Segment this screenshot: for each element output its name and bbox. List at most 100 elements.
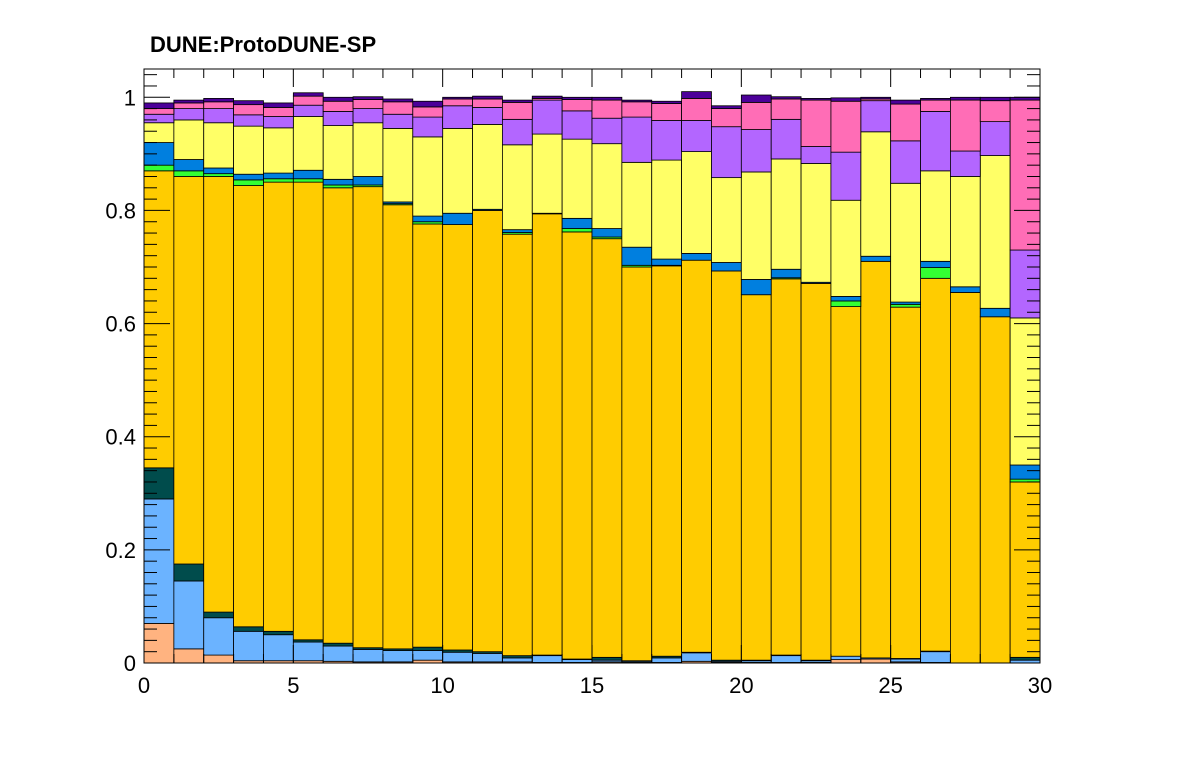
bar-series-10-bin-13 xyxy=(531,95,563,99)
bar-series-7-bin-8 xyxy=(382,127,414,203)
bar-series-8-bin-8 xyxy=(382,113,414,129)
bar-series-10-bin-28 xyxy=(979,96,1011,102)
bar-series-4-bin-10 xyxy=(442,224,473,651)
bar-series-2-bin-13 xyxy=(531,655,563,663)
bar-series-7-bin-15 xyxy=(591,143,623,229)
bar-series-5-bin-3 xyxy=(233,179,264,186)
bar-series-2-bin-2 xyxy=(203,617,235,656)
bar-series-7-bin-28 xyxy=(979,155,1011,309)
bar-series-2-bin-10 xyxy=(442,651,473,663)
bar-series-9-bin-27 xyxy=(950,99,981,152)
bar-series-8-bin-6 xyxy=(322,111,354,126)
bar-series-7-bin-23 xyxy=(830,199,862,297)
bar-series-4-bin-24 xyxy=(860,260,892,659)
bar-series-4-bin-17 xyxy=(651,265,683,657)
bar-series-2-bin-12 xyxy=(501,657,533,663)
bar-series-7-bin-27 xyxy=(950,176,981,288)
bar-series-7-bin-10 xyxy=(442,127,473,214)
histogram-bins xyxy=(143,91,1041,664)
bar-series-9-bin-22 xyxy=(800,99,832,147)
bar-series-2-bin-21 xyxy=(770,655,802,663)
bar-series-7-bin-24 xyxy=(860,131,892,257)
bar-series-8-bin-27 xyxy=(950,150,981,177)
bar-series-9-bin-20 xyxy=(740,101,772,130)
bar-series-6-bin-20 xyxy=(740,279,772,296)
bar-series-6-bin-24 xyxy=(860,255,892,262)
bar-series-7-bin-7 xyxy=(352,122,384,177)
bar-series-7-bin-1 xyxy=(173,119,205,160)
bar-series-4-bin-0 xyxy=(143,170,175,469)
axis-ticks xyxy=(143,69,1041,664)
bar-series-9-bin-0 xyxy=(143,108,175,115)
bar-series-4-bin-28 xyxy=(979,316,1011,664)
bar-series-8-bin-19 xyxy=(711,126,742,179)
bar-series-4-bin-29 xyxy=(1009,481,1041,658)
bar-series-6-bin-6 xyxy=(322,178,354,186)
bar-series-9-bin-1 xyxy=(173,102,205,109)
bar-series-3-bin-4 xyxy=(263,630,294,636)
bar-series-3-bin-3 xyxy=(233,626,264,632)
bar-series-6-bin-16 xyxy=(621,246,653,266)
bar-series-9-bin-5 xyxy=(292,95,324,106)
bar-series-10-bin-18 xyxy=(681,91,712,99)
bar-series-10-bin-10 xyxy=(442,96,473,100)
bar-series-7-bin-12 xyxy=(501,144,533,231)
bar-series-7-bin-3 xyxy=(233,125,264,175)
bar-series-6-bin-3 xyxy=(233,173,264,181)
bar-series-7-bin-26 xyxy=(920,170,951,262)
bar-series-3-bin-29 xyxy=(1009,656,1041,661)
bar-series-2-bin-11 xyxy=(472,652,503,663)
y-tick-label: 0 xyxy=(124,651,136,676)
bar-series-6-bin-1 xyxy=(173,159,205,172)
bar-series-8-bin-24 xyxy=(860,100,892,133)
bar-series-4-bin-26 xyxy=(920,277,951,652)
bar-series-6-bin-10 xyxy=(442,212,473,225)
bar-series-6-bin-5 xyxy=(292,169,324,180)
bar-series-6-bin-28 xyxy=(979,307,1011,318)
bar-series-8-bin-3 xyxy=(233,114,264,127)
bar-series-2-bin-17 xyxy=(651,657,683,663)
bar-series-5-bin-0 xyxy=(143,164,175,172)
bar-series-4-bin-20 xyxy=(740,294,772,661)
bar-series-4-bin-23 xyxy=(830,306,862,657)
bar-series-6-bin-21 xyxy=(770,268,802,279)
bar-series-9-bin-25 xyxy=(890,103,921,142)
bar-series-8-bin-7 xyxy=(352,108,384,124)
bar-series-2-bin-26 xyxy=(920,651,951,663)
bar-series-8-bin-9 xyxy=(412,116,444,138)
x-tick-label: 15 xyxy=(580,673,604,698)
bar-series-8-bin-22 xyxy=(800,146,832,164)
bar-series-6-bin-23 xyxy=(830,296,862,302)
bar-series-8-bin-15 xyxy=(591,117,623,145)
bar-series-2-bin-6 xyxy=(322,645,354,662)
bar-series-4-bin-9 xyxy=(412,223,444,648)
bar-series-1-bin-24 xyxy=(860,658,892,664)
y-tick-label: 1 xyxy=(124,85,136,110)
bar-series-10-bin-7 xyxy=(352,96,384,100)
bar-series-2-bin-23 xyxy=(830,655,862,661)
bar-series-4-bin-19 xyxy=(711,270,742,661)
bar-series-9-bin-11 xyxy=(472,98,503,108)
bar-series-7-bin-13 xyxy=(531,133,563,214)
bar-series-10-bin-26 xyxy=(920,98,951,101)
y-tick-label: 0.2 xyxy=(105,538,136,563)
bar-series-4-bin-4 xyxy=(263,181,294,632)
bar-series-7-bin-2 xyxy=(203,122,235,169)
series-10 xyxy=(143,91,1041,110)
bar-series-4-bin-22 xyxy=(800,283,832,661)
bar-series-9-bin-17 xyxy=(651,103,683,121)
x-tick-label: 0 xyxy=(138,673,150,698)
bar-series-3-bin-9 xyxy=(412,646,444,651)
bar-series-9-bin-12 xyxy=(501,101,533,120)
bar-series-7-bin-0 xyxy=(143,122,175,143)
bar-series-10-bin-4 xyxy=(263,102,294,108)
bar-series-8-bin-17 xyxy=(651,120,683,161)
bar-series-6-bin-26 xyxy=(920,260,951,268)
bar-series-4-bin-11 xyxy=(472,210,503,653)
bar-series-9-bin-28 xyxy=(979,100,1011,123)
bar-series-8-bin-29 xyxy=(1009,249,1041,319)
bar-series-8-bin-12 xyxy=(501,118,533,146)
bar-series-8-bin-13 xyxy=(531,99,563,135)
bar-series-6-bin-19 xyxy=(711,262,742,272)
bar-series-7-bin-14 xyxy=(561,138,593,219)
